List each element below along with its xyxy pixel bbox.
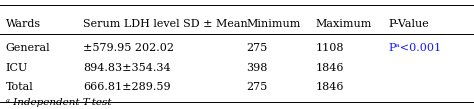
Text: 275: 275 xyxy=(246,82,268,92)
Text: ±579.95 202.02: ±579.95 202.02 xyxy=(83,43,174,53)
Text: General: General xyxy=(6,43,50,53)
Text: Wards: Wards xyxy=(6,19,41,29)
Text: 666.81±289.59: 666.81±289.59 xyxy=(83,82,171,92)
Text: P-Value: P-Value xyxy=(389,19,429,29)
Text: ᵃ Independent T-test: ᵃ Independent T-test xyxy=(6,98,111,107)
Text: 1846: 1846 xyxy=(315,63,344,73)
Text: 1846: 1846 xyxy=(315,82,344,92)
Text: Maximum: Maximum xyxy=(315,19,372,29)
Text: 275: 275 xyxy=(246,43,268,53)
Text: 894.83±354.34: 894.83±354.34 xyxy=(83,63,171,73)
Text: Minimum: Minimum xyxy=(246,19,301,29)
Text: Pᵃ<0.001: Pᵃ<0.001 xyxy=(389,43,442,53)
Text: ICU: ICU xyxy=(6,63,28,73)
Text: Serum LDH level SD ± Mean: Serum LDH level SD ± Mean xyxy=(83,19,248,29)
Text: 1108: 1108 xyxy=(315,43,344,53)
Text: 398: 398 xyxy=(246,63,268,73)
Text: Total: Total xyxy=(6,82,34,92)
